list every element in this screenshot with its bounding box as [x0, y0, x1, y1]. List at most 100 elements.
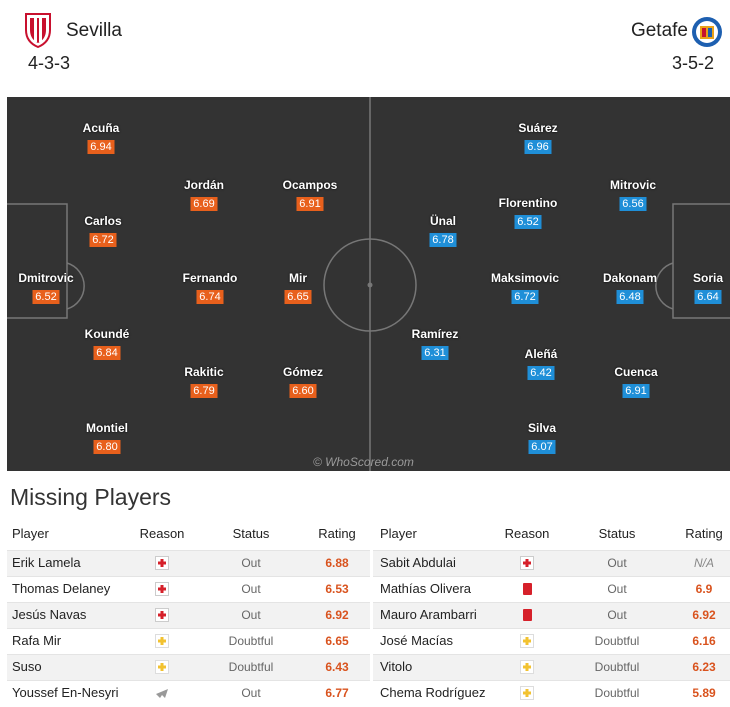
player-rating: 6.80	[93, 440, 121, 454]
player-name: Koundé	[84, 327, 130, 341]
column-header: Reason	[139, 526, 185, 541]
player-rating: 6.31	[421, 346, 449, 360]
player-rating: 6.69	[190, 197, 218, 211]
reason-icon	[155, 556, 169, 570]
table-row	[373, 550, 730, 577]
player-rating: 6.65	[284, 290, 312, 304]
player-rating: 6.60	[289, 384, 317, 398]
status: Out	[607, 582, 627, 596]
player-name: Ramírez	[411, 327, 459, 341]
player-rating: 6.91	[622, 384, 650, 398]
table-row	[373, 680, 730, 707]
status: Doubtful	[228, 660, 274, 674]
status: Doubtful	[594, 686, 640, 700]
player-rating: 6.42	[527, 366, 555, 380]
table-row	[7, 576, 370, 603]
player-name: Thomas Delaney	[12, 581, 111, 596]
away-team: Getafe	[630, 20, 688, 41]
reason-icon	[520, 556, 534, 570]
status: Out	[241, 556, 261, 570]
player-name: Fernando	[182, 271, 238, 285]
player-name: Dmitrovic	[18, 271, 74, 285]
section-title: Missing Players	[10, 484, 172, 510]
column-header: Status	[232, 526, 270, 541]
player-name: Mitrovic	[609, 178, 657, 192]
reason-icon	[520, 686, 534, 700]
getafe-logo	[692, 17, 722, 47]
player-name: Ocampos	[282, 178, 338, 192]
table-row	[7, 550, 370, 577]
player-rating: 6.72	[511, 290, 539, 304]
player-name: Jesús Navas	[12, 607, 87, 622]
player-rating: 6.96	[524, 140, 552, 154]
rating: 6.92	[692, 608, 716, 622]
status: Out	[607, 556, 627, 570]
pitch-lines	[7, 97, 730, 471]
table-row	[7, 602, 370, 629]
rating: 6.92	[325, 608, 349, 622]
player-rating: 6.74	[196, 290, 224, 304]
player-name: Dakonam	[602, 271, 658, 285]
player-name: Florentino	[498, 196, 558, 210]
rating: 5.89	[692, 686, 716, 700]
rating: 6.43	[325, 660, 349, 674]
column-header: Reason	[504, 526, 550, 541]
reason-icon	[520, 608, 534, 622]
player-name: Erik Lamela	[12, 555, 81, 570]
sevilla-logo	[25, 13, 51, 48]
rating: 6.16	[692, 634, 716, 648]
player-name: Gómez	[282, 365, 324, 379]
rating: 6.88	[325, 556, 349, 570]
player-rating: 6.64	[694, 290, 722, 304]
reason-icon	[155, 582, 169, 596]
player-rating: 6.94	[87, 140, 115, 154]
status: Doubtful	[228, 634, 274, 648]
watermark: © WhoScored.com	[313, 455, 414, 469]
player-name: José Macías	[380, 633, 453, 648]
home-formation: 4-3-3	[28, 53, 71, 73]
player-name: Aleñá	[524, 347, 558, 361]
player-name: Cuenca	[614, 365, 658, 379]
reason-icon	[520, 634, 534, 648]
status: Doubtful	[594, 660, 640, 674]
reason-icon	[155, 686, 169, 700]
rating: N/A	[693, 556, 715, 570]
table-row	[7, 654, 370, 681]
reason-icon	[155, 608, 169, 622]
player-name: Suso	[12, 659, 42, 674]
reason-icon	[155, 634, 169, 648]
player-rating: 6.52	[514, 215, 542, 229]
player-name: Mir	[289, 271, 307, 285]
reason-icon	[520, 582, 534, 596]
table-row	[373, 576, 730, 603]
table-row	[7, 680, 370, 707]
player-name: Rafa Mir	[12, 633, 62, 648]
column-header: Player	[12, 526, 49, 541]
player-name: Acuña	[82, 121, 120, 135]
player-name: Soria	[692, 271, 724, 285]
table-row	[373, 602, 730, 629]
pitch	[7, 97, 730, 471]
reason-icon	[155, 660, 169, 674]
player-rating: 6.79	[190, 384, 218, 398]
status: Out	[241, 608, 261, 622]
rating: 6.65	[325, 634, 349, 648]
away-formation: 3-5-2	[671, 53, 714, 73]
player-name: Montiel	[86, 421, 128, 435]
player-name: Suárez	[518, 121, 558, 135]
player-name: Sabit Abdulai	[380, 555, 456, 570]
player-name: Mathías Olivera	[380, 581, 472, 596]
player-name: Silva	[527, 421, 557, 435]
player-name: Jordán	[183, 178, 225, 192]
status: Out	[607, 608, 627, 622]
player-name: Chema Rodríguez	[380, 685, 486, 700]
player-rating: 6.56	[619, 197, 647, 211]
column-header: Rating	[685, 526, 723, 541]
status: Doubtful	[594, 634, 640, 648]
player-name: Youssef En-Nesyri	[12, 685, 119, 700]
player-rating: 6.07	[528, 440, 556, 454]
player-name: Carlos	[84, 214, 122, 228]
table-row	[373, 628, 730, 655]
rating: 6.9	[695, 582, 713, 596]
home-team: Sevilla	[66, 20, 122, 41]
